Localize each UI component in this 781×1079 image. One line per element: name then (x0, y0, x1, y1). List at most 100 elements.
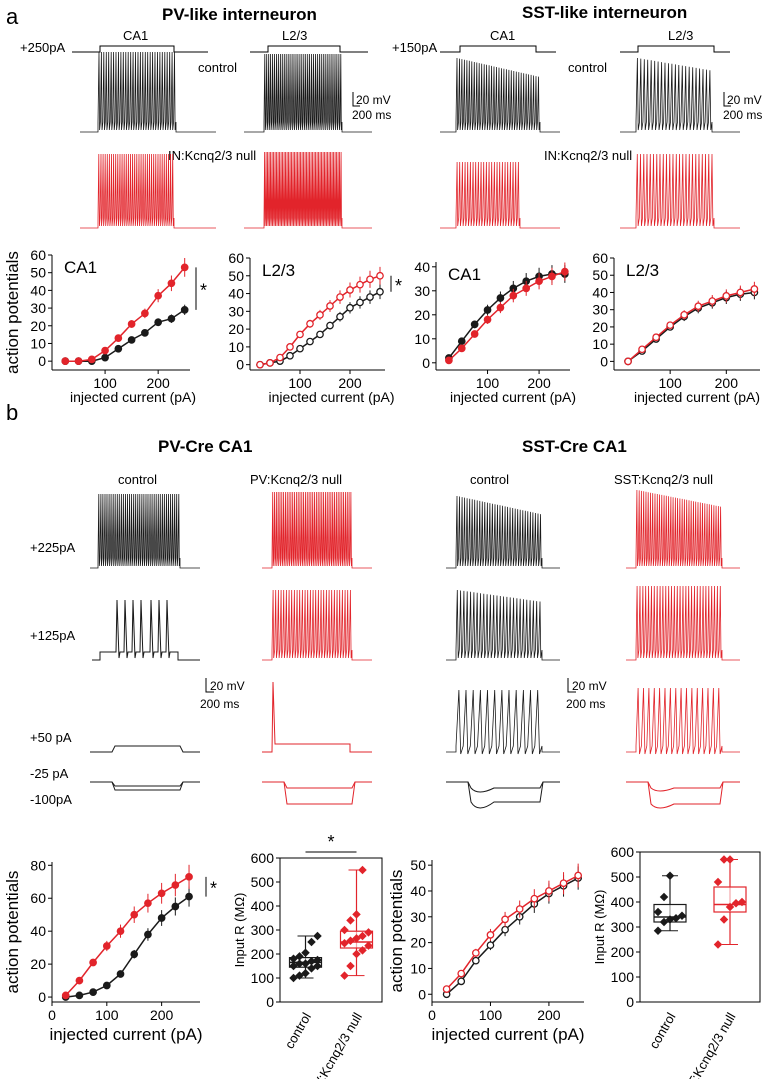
chart-a3-ytick-label: 10 (414, 331, 430, 347)
chart-a2-point (376, 271, 384, 280)
chart-a1-point (180, 305, 189, 314)
chart-b4-data-point (713, 877, 723, 887)
chart-a2-ytick-label: 50 (228, 268, 244, 284)
chart-a2-sig-star: * (395, 276, 402, 296)
chart-a1-ytick-label: 40 (30, 282, 46, 298)
chart-a3-point (548, 272, 556, 281)
chart-b1-point (157, 914, 166, 922)
chart-a3-series-line-1 (448, 270, 566, 361)
chart-b2-data-point (295, 959, 304, 968)
chart-a3-point (457, 344, 466, 353)
chart-a3-xtick-label: 200 (527, 375, 551, 391)
chart-a3-ytick-label: 0 (422, 355, 430, 371)
chart-a4-point (736, 288, 745, 297)
chart-b1-point (130, 950, 139, 959)
chart-b3-ytick-label: 10 (410, 960, 426, 976)
chart-b3-point (559, 879, 568, 888)
trace-pv-cre-control-125 (92, 599, 200, 661)
chart-b1-point (61, 991, 70, 1000)
trace-sst-cre-null-minus25 (626, 781, 740, 792)
chart-b2-y-label: Input R (MΩ) (232, 893, 247, 968)
chart-b4-data-point (653, 907, 663, 917)
chart-a1-point (154, 291, 163, 300)
pv-l23-label: L2/3 (282, 28, 307, 43)
chart-a2-point (326, 321, 334, 330)
chart-b3-x-label: injected current (pA) (431, 1025, 584, 1044)
chart-a1-point (141, 328, 149, 337)
sst-scale-bar (723, 92, 731, 107)
chart-b3-ytick-label: 50 (410, 857, 426, 873)
chart-b2-ytick-label: 600 (251, 850, 275, 866)
step-minus100: -100pA (30, 792, 72, 807)
pv-step-label: +250pA (20, 40, 66, 55)
chart-b3-xtick-label: 100 (479, 1007, 503, 1023)
chart-b1-point (185, 892, 193, 901)
chart-b3-point (486, 941, 495, 950)
chart-a4-point (708, 297, 717, 305)
sst-null-label: IN:Kcnq2/3 null (544, 148, 632, 163)
chart-b4-ytick-label: 100 (611, 969, 635, 985)
chart-b1-xtick-label: 200 (150, 1007, 174, 1023)
pv-cre-scale-ms: 200 ms (200, 697, 239, 711)
chart-b1-sig-star: * (210, 879, 217, 899)
chart-b1-x-label: injected current (pA) (49, 1025, 202, 1044)
chart-a3-point (522, 284, 531, 293)
chart-a2-point (356, 280, 364, 289)
chart-b4-data-point (653, 926, 663, 935)
trace-sst-cre-null-225 (626, 489, 740, 569)
chart-b4-data-point (737, 897, 747, 907)
chart-b2-data-point (340, 971, 349, 980)
chart-b3-point (471, 956, 480, 965)
sst-cre-null-label: SST:Kcnq2/3 null (614, 472, 713, 487)
chart-a2-point (306, 319, 314, 328)
chart-b2-ytick-label: 400 (251, 898, 275, 914)
chart-a1-ytick-label: 50 (30, 265, 46, 281)
chart-a2-series-line-1 (259, 275, 381, 366)
pv-like-title: PV-like interneuron (162, 5, 317, 24)
chart-a1-x-label: injected current (pA) (70, 389, 196, 405)
chart-a2-point (366, 293, 374, 301)
chart-a1-point (61, 357, 70, 366)
chart-a3-ytick-label: 30 (414, 283, 430, 299)
trace-pv-ca1-null (80, 153, 216, 229)
chart-a2-point (346, 286, 354, 294)
chart-a1-point (74, 357, 83, 366)
chart-b1-point (171, 902, 180, 911)
chart-a2-ytick-label: 20 (228, 321, 244, 337)
chart-b1-point (116, 927, 125, 936)
chart-b4-category-label: SST:Kcnq2/3 null (676, 1010, 739, 1079)
chart-b1-ytick-label: 20 (30, 956, 46, 972)
chart-b3-xtick-label: 0 (428, 1007, 436, 1023)
chart-b4-y-label: Input R (MΩ) (592, 890, 607, 965)
chart-a1-point (167, 279, 176, 288)
chart-a1-point (180, 263, 189, 272)
chart-a4-point (652, 333, 660, 342)
chart-b3-point (530, 894, 539, 903)
chart-a4-ytick-label: 10 (592, 336, 608, 352)
sst-ca1-label: CA1 (490, 28, 515, 43)
chart-a3-xtick-label: 100 (476, 375, 500, 391)
chart-b3-ytick-label: 0 (418, 986, 426, 1002)
sst-step-label: +150pA (392, 40, 438, 55)
chart-b4-data-point (713, 940, 723, 949)
chart-b3-point (486, 931, 495, 939)
chart-b1-point (144, 899, 152, 908)
pv-l23-step-protocol (250, 45, 368, 53)
chart-b1-point (185, 872, 193, 881)
chart-b3-point (471, 949, 480, 957)
chart-b3-ytick-label: 40 (410, 883, 426, 899)
chart-b2-data-point (364, 941, 373, 950)
trace-sst-cre-null-125 (626, 585, 740, 661)
chart-b3-point (457, 969, 466, 978)
step-225: +225pA (30, 540, 76, 555)
chart-b2-sig-star: * (327, 832, 334, 852)
chart-a1-y-label: action potentials (3, 251, 22, 374)
chart-b1-point (75, 991, 84, 1000)
chart-a4-point (722, 292, 731, 300)
sst-cre-control-label: control (470, 472, 509, 487)
chart-a3-point (560, 267, 569, 276)
chart-a3-point (496, 294, 505, 302)
chart-a2-point (286, 343, 294, 351)
chart-b1-point (130, 910, 139, 919)
